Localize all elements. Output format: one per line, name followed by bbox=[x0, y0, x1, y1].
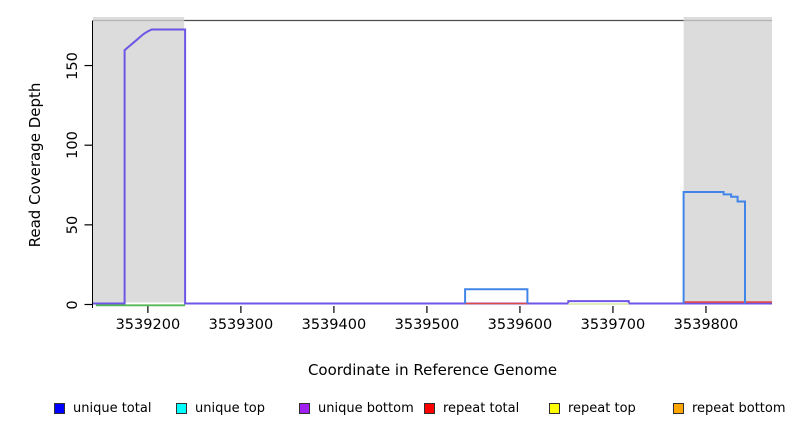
legend-label: unique total bbox=[73, 400, 152, 416]
legend-item-repeat-bottom: repeat bottom bbox=[673, 399, 786, 417]
y-tick-label: 150 bbox=[65, 51, 81, 80]
shaded-region bbox=[93, 17, 185, 303]
legend-item-unique-top: unique top bbox=[176, 399, 265, 417]
series-unique-total-mid-bump bbox=[464, 288, 529, 304]
legend: unique total unique top unique bottom re… bbox=[0, 399, 792, 419]
x-tick-label: 3539200 bbox=[115, 317, 181, 333]
series-unique-coverage-total-bottom- bbox=[93, 28, 772, 305]
y-axis-title: Read Coverage Depth bbox=[26, 82, 44, 248]
series-unique-total-right-plateau bbox=[682, 191, 746, 304]
legend-label: unique top bbox=[195, 400, 266, 416]
x-tick-label: 3539700 bbox=[580, 317, 646, 333]
repeat-total-swatch-icon bbox=[424, 402, 435, 414]
x-tick-label: 3539800 bbox=[673, 317, 739, 333]
legend-label: repeat total bbox=[443, 400, 520, 416]
unique-bottom-swatch-icon bbox=[299, 402, 310, 414]
legend-label: repeat top bbox=[568, 400, 636, 416]
legend-label: unique bottom bbox=[318, 400, 414, 416]
y-tick-label: 0 bbox=[65, 299, 81, 310]
unique-top-swatch-icon bbox=[176, 402, 187, 414]
x-axis-title: Coordinate in Reference Genome bbox=[307, 361, 558, 379]
x-tick-label: 3539400 bbox=[301, 317, 367, 333]
x-tick-label: 3539500 bbox=[394, 317, 460, 333]
unique-total-swatch-icon bbox=[54, 402, 65, 414]
repeat-bottom-swatch-icon bbox=[673, 402, 684, 414]
repeat-top-swatch-icon bbox=[549, 402, 560, 414]
x-tick-label: 3539600 bbox=[487, 317, 553, 333]
legend-item-unique-total: unique total bbox=[54, 399, 151, 417]
legend-item-repeat-total: repeat total bbox=[424, 399, 519, 417]
y-tick-label: 100 bbox=[65, 131, 81, 160]
legend-label: repeat bottom bbox=[692, 400, 786, 416]
legend-item-unique-bottom: unique bottom bbox=[299, 399, 414, 417]
y-tick-label: 50 bbox=[65, 215, 81, 235]
x-tick-label: 3539300 bbox=[208, 317, 274, 333]
shaded-region bbox=[683, 17, 772, 303]
legend-item-repeat-top: repeat top bbox=[549, 399, 636, 417]
